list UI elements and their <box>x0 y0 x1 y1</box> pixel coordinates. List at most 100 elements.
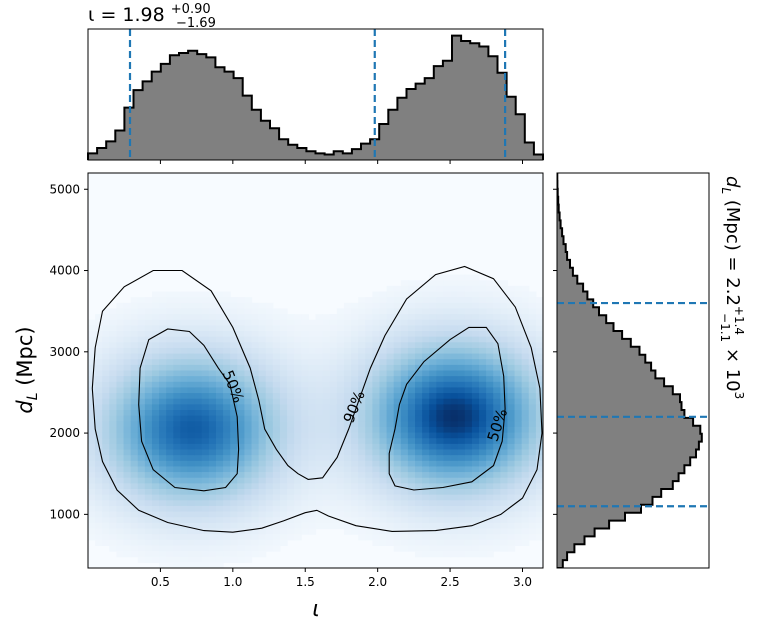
heatmap-cell <box>272 325 281 332</box>
heatmap-cell <box>500 319 509 326</box>
heatmap-cell <box>329 331 338 338</box>
heatmap-cell <box>521 308 530 315</box>
heatmap-cell <box>223 387 231 394</box>
heatmap-cell <box>144 370 153 377</box>
heatmap-cell <box>372 460 381 468</box>
heatmap-cell <box>258 364 267 372</box>
heatmap-cell <box>173 336 182 343</box>
heatmap-cell <box>329 443 338 451</box>
heatmap-cell <box>180 477 189 484</box>
heatmap-cell <box>358 455 366 462</box>
heatmap-cell <box>287 331 295 338</box>
heatmap-cell <box>258 421 267 428</box>
heatmap-cell <box>507 302 516 310</box>
heatmap-cell <box>443 325 452 332</box>
heatmap-cell <box>386 381 395 389</box>
heatmap-cell <box>208 370 217 377</box>
heatmap-cell <box>351 415 359 422</box>
heatmap-cell <box>272 387 281 394</box>
heatmap-cell <box>279 534 288 541</box>
heatmap-cell <box>386 342 395 349</box>
heatmap-cell <box>137 353 146 360</box>
heatmap-cell <box>144 539 153 547</box>
heatmap-cell <box>230 511 238 518</box>
heatmap-cell <box>386 517 395 524</box>
top-panel-frame <box>87 28 544 161</box>
heatmap-cell <box>144 381 153 389</box>
heatmap-cell <box>343 370 352 377</box>
heatmap-cell <box>109 387 118 394</box>
heatmap-cell <box>230 336 238 343</box>
heatmap-cell <box>457 522 466 530</box>
heatmap-cell <box>436 534 445 541</box>
heatmap-cell <box>244 556 253 563</box>
heatmap-cell <box>308 426 317 434</box>
heatmap-cell <box>201 353 210 360</box>
heatmap-cell <box>486 381 494 389</box>
heatmap-cell <box>422 353 430 360</box>
heatmap-cell <box>493 528 501 535</box>
heatmap-cell <box>265 364 274 372</box>
heatmap-cell <box>486 517 494 524</box>
heatmap-cell <box>258 432 267 439</box>
heatmap-cell <box>308 415 317 422</box>
heatmap-cell <box>301 364 309 372</box>
heatmap-cell <box>393 415 402 422</box>
heatmap-cell <box>208 460 217 468</box>
heatmap-cell <box>251 393 260 400</box>
y-tick-label: 4000 <box>49 264 80 278</box>
heatmap-cell <box>230 376 238 383</box>
heatmap-cell <box>237 500 246 507</box>
heatmap-cell <box>208 415 217 422</box>
heatmap-cell <box>258 438 267 445</box>
heatmap-cell <box>343 381 352 389</box>
heatmap-cell <box>514 432 523 439</box>
heatmap-cell <box>123 347 132 355</box>
heatmap-cell <box>379 517 388 524</box>
heatmap-cell <box>137 443 146 451</box>
heatmap-cell <box>343 522 352 530</box>
y-tick-label: 5000 <box>49 182 80 196</box>
heatmap-cell <box>422 551 430 558</box>
heatmap-cell <box>223 551 231 558</box>
heatmap-cell <box>493 336 501 343</box>
heatmap-cell <box>173 477 182 484</box>
heatmap-cell <box>400 398 409 405</box>
heatmap-cell <box>166 438 174 445</box>
heatmap-cell <box>201 302 210 310</box>
heatmap-cell <box>415 331 423 338</box>
heatmap-cell <box>429 274 437 281</box>
heatmap-cell <box>365 393 373 400</box>
heatmap-cell <box>88 455 96 462</box>
heatmap-cell <box>315 353 324 360</box>
heatmap-cell <box>315 314 324 321</box>
heatmap-cell <box>315 449 324 456</box>
heatmap-cell <box>208 500 217 507</box>
heatmap-cell <box>507 398 516 405</box>
heatmap-cell <box>372 539 381 547</box>
heatmap-cell <box>208 393 217 400</box>
heatmap-cell <box>493 325 501 332</box>
heatmap-cell <box>315 483 324 490</box>
heatmap-cell <box>329 466 338 473</box>
heatmap-cell <box>443 297 452 304</box>
heatmap-cell <box>415 528 423 535</box>
heatmap-cell <box>244 511 253 518</box>
heatmap-cell <box>109 370 118 377</box>
heatmap-cell <box>386 336 395 343</box>
heatmap-cell <box>343 517 352 524</box>
heatmap-cell <box>102 325 110 332</box>
heatmap-cell <box>173 415 182 422</box>
heatmap-cell <box>102 477 110 484</box>
heatmap-cell <box>315 426 324 434</box>
heatmap-cell <box>379 426 388 434</box>
heatmap-cell <box>336 325 345 332</box>
heatmap-cell <box>521 466 530 473</box>
heatmap-cell <box>457 359 466 366</box>
heatmap-cell <box>400 443 409 451</box>
heatmap-cell <box>194 331 203 338</box>
heatmap-cell <box>137 381 146 389</box>
heatmap-cell <box>443 404 452 411</box>
heatmap-cell <box>237 460 246 468</box>
heatmap-cell <box>237 314 246 321</box>
